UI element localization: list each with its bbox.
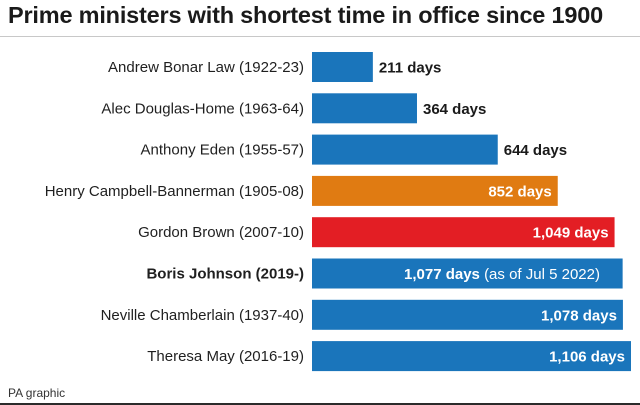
category-label-neville-chamberlain: Neville Chamberlain (1937-40) xyxy=(101,307,304,324)
value-label-henry-campbell-bannerman: 852 days xyxy=(488,183,551,200)
category-label-alec-douglas-home: Alec Douglas-Home (1963-64) xyxy=(101,100,304,117)
value-label-anthony-eden: 644 days xyxy=(504,142,567,159)
value-label-boris-johnson: 1,077 days (as of Jul 5 2022) xyxy=(404,266,600,283)
annotation-as-of-date: (as of Jul 5 2022) xyxy=(484,266,600,283)
bar-gordon-brown xyxy=(312,217,615,248)
bar-andrew-bonar-law xyxy=(312,52,373,82)
category-label-theresa-may: Theresa May (2016-19) xyxy=(147,348,304,365)
bar-henry-campbell-bannerman xyxy=(312,175,558,206)
value-label-neville-chamberlain: 1,078 days xyxy=(541,307,617,324)
category-label-anthony-eden: Anthony Eden (1955-57) xyxy=(141,142,304,159)
category-label-henry-campbell-bannerman: Henry Campbell-Bannerman (1905-08) xyxy=(45,183,304,200)
category-label-boris-johnson: Boris Johnson (2019-) xyxy=(146,266,304,283)
bar-anthony-eden xyxy=(312,134,498,165)
category-label-andrew-bonar-law: Andrew Bonar Law (1922-23) xyxy=(108,59,304,76)
bar-alec-douglas-home xyxy=(312,93,417,124)
category-label-gordon-brown: Gordon Brown (2007-10) xyxy=(138,224,304,241)
bar-neville-chamberlain xyxy=(312,299,623,330)
chart-title: Prime ministers with shortest time in of… xyxy=(8,2,603,28)
bottom-divider xyxy=(0,403,640,405)
value-label-andrew-bonar-law: 211 days xyxy=(379,60,442,77)
title-divider xyxy=(0,36,640,37)
value-label-gordon-brown: 1,049 days xyxy=(533,225,609,242)
value-label-alec-douglas-home: 364 days xyxy=(423,101,486,118)
bar-boris-johnson xyxy=(312,258,623,289)
bar-theresa-may xyxy=(312,341,631,372)
source-credit: PA graphic xyxy=(8,386,66,400)
value-label-theresa-may: 1,106 days xyxy=(549,349,625,366)
